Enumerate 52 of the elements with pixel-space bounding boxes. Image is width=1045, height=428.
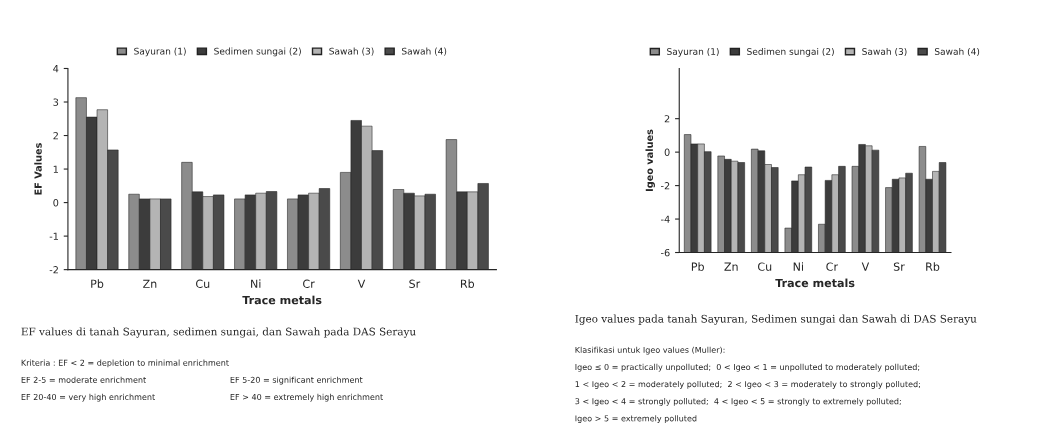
y-tick-label: 3 <box>53 98 59 106</box>
text: Igeo > 5 = extremely polluted <box>575 415 697 423</box>
x-axis-title: Trace metals <box>775 278 855 288</box>
x-tick-label: Ni <box>251 279 261 288</box>
legend-label: Sayuran (1) <box>667 47 719 57</box>
x-tick-label: V <box>357 279 366 288</box>
text: Igeo values pada tanah Sayuran, Sedimen sungai dan Sawah di DAS Serayu <box>575 314 977 325</box>
x-axis-title: Trace metals <box>242 295 322 305</box>
legend-label: Sayuran (1) <box>134 47 186 57</box>
y-tick-label: -4 <box>661 215 670 223</box>
text: EF values di tanah Sayuran, sedimen sungai, dan Sawah pada DAS Serayu <box>21 327 416 338</box>
x-tick-label: Sr <box>409 279 421 288</box>
text: EF 2-5 = moderate enrichment <box>21 376 146 383</box>
x-tick-label: Sr <box>893 262 905 271</box>
text: EF 5-20 = significant enrichment <box>230 376 363 385</box>
y-axis-title: Igeo values <box>645 129 655 191</box>
text: EF 20-40 = very high enrichment <box>21 393 155 402</box>
legend-label: Sawah (4) <box>934 47 980 56</box>
y-tick-label: -6 <box>661 249 670 257</box>
y-axis-title: EF Values <box>34 143 42 195</box>
text: 1 < Igeo < 2 = moderately polluted; 2 < Igeo < 3 = moderately to strongly polluted; <box>575 380 920 389</box>
text: 3 < Igeo < 4 = strongly polluted; 4 < Igeo < 5 = strongly to extremely polluted; <box>575 398 901 406</box>
legend-label: Sawah (3) <box>329 47 374 56</box>
legend-label: Sedimen sungai (2) <box>747 47 834 57</box>
y-tick-label: 2 <box>53 132 58 140</box>
legend-label: Sawah (4) <box>401 47 447 56</box>
text: Kriteria : EF < 2 = depletion to minimal enrichment <box>21 359 229 368</box>
x-tick-label: Pb <box>691 262 704 271</box>
x-tick-label: Zn <box>724 262 738 271</box>
x-tick-label: V <box>861 262 870 271</box>
x-tick-label: Cu <box>758 262 772 271</box>
y-tick-label: -2 <box>661 182 670 190</box>
text: EF > 40 = extremely high enrichment <box>230 393 383 402</box>
x-tick-label: Zn <box>143 279 157 288</box>
x-tick-label: Ni <box>793 262 803 271</box>
legend-label: Sedimen sungai (2) <box>214 47 301 57</box>
legend-label: Sawah (3) <box>862 47 907 56</box>
x-tick-label: Rb <box>926 262 940 271</box>
y-tick-label: 0 <box>664 148 670 156</box>
x-tick-label: Pb <box>91 279 104 288</box>
y-tick-label: 4 <box>53 65 59 73</box>
y-tick-label: -1 <box>49 232 58 240</box>
text: Klasifikasi untuk Igeo values (Muller): <box>575 346 725 355</box>
y-tick-label: 1 <box>53 165 58 173</box>
y-tick-label: 0 <box>53 199 59 207</box>
x-tick-label: Cr <box>826 262 839 271</box>
x-tick-label: Cu <box>196 279 210 288</box>
y-tick-label: -2 <box>49 266 58 274</box>
text: Igeo ≤ 0 = practically unpolluted; 0 < Igeo < 1 = unpolluted to moderately polluted; <box>575 363 920 372</box>
y-tick-label: 2 <box>664 115 670 123</box>
x-tick-label: Cr <box>303 279 315 288</box>
x-tick-label: Rb <box>460 279 475 288</box>
